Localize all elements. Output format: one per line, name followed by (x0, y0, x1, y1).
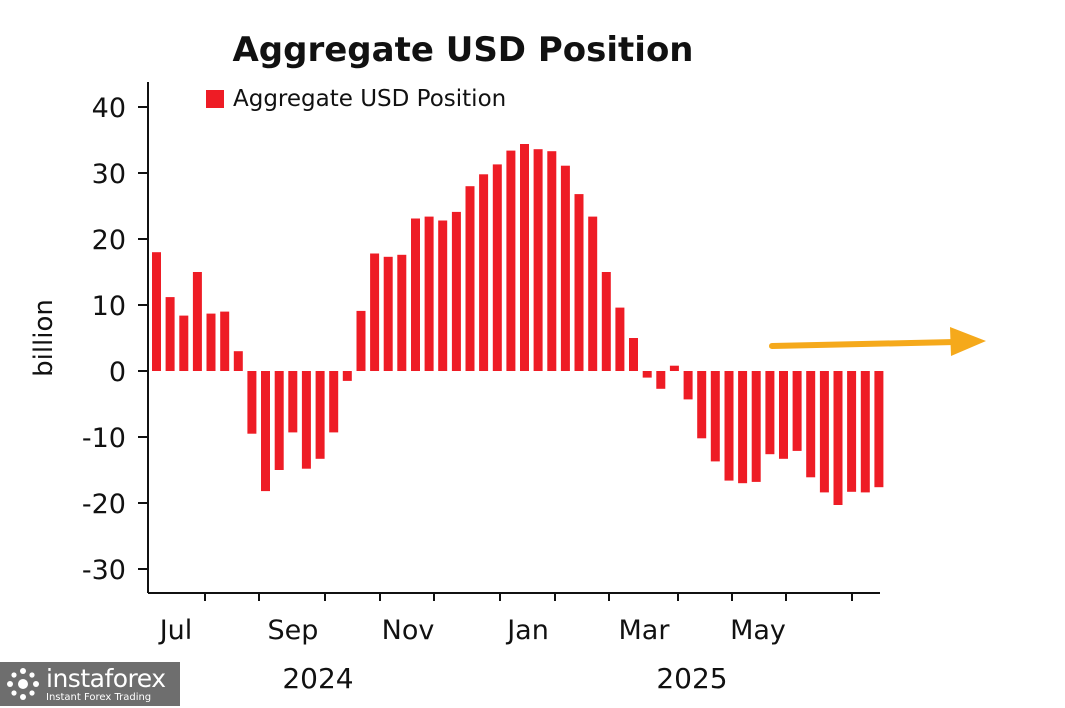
x-year-label: 2025 (656, 662, 727, 695)
y-axis: 40 30 20 10 0 -10 -20 -30 (82, 82, 149, 593)
y-axis-label: billion (29, 299, 59, 377)
y-tick-label: 30 (92, 159, 126, 190)
bar (860, 371, 870, 493)
bars (152, 144, 884, 505)
bar (492, 164, 502, 371)
trend-arrow-head (950, 327, 986, 356)
y-tick-label: -20 (82, 489, 126, 520)
bar (601, 272, 611, 371)
bar (206, 313, 216, 371)
bar (656, 371, 666, 389)
bar (847, 371, 857, 492)
bar (710, 371, 720, 462)
bar (792, 371, 802, 451)
bar (288, 371, 298, 433)
bar (220, 311, 230, 371)
bar (547, 151, 557, 371)
y-tick-label: -30 (82, 555, 126, 586)
bar (397, 254, 407, 371)
x-tick-label: Jul (158, 615, 193, 646)
bar (152, 252, 161, 371)
bar (642, 371, 652, 378)
bar (465, 186, 475, 371)
y-tick-label: 0 (109, 357, 126, 388)
legend-swatch (206, 90, 224, 108)
bar (574, 194, 584, 371)
bar (179, 315, 189, 371)
bar (356, 310, 366, 371)
bar (724, 371, 734, 481)
bar (261, 371, 270, 492)
bar (424, 216, 434, 371)
bar (751, 371, 761, 482)
legend: Aggregate USD Position (206, 86, 506, 112)
x-tick-label: Sep (268, 615, 319, 646)
bar (315, 371, 325, 459)
bar (669, 365, 679, 371)
bar (506, 150, 516, 371)
y-tick-label: 40 (92, 93, 126, 124)
bar (233, 351, 243, 371)
bar (533, 149, 543, 371)
bar (192, 272, 202, 371)
y-tick-label: 10 (92, 291, 126, 322)
bar (370, 253, 380, 371)
bar (438, 220, 448, 371)
bar (411, 218, 420, 371)
bar (520, 144, 529, 371)
bar (451, 211, 461, 371)
bar (560, 165, 570, 371)
legend-label: Aggregate USD Position (233, 86, 506, 112)
bar (479, 174, 489, 371)
x-tick-label: Jan (505, 615, 549, 646)
watermark-tagline: Instant Forex Trading (46, 691, 152, 703)
bar (765, 371, 775, 455)
bar (383, 256, 393, 371)
bar (274, 371, 284, 470)
x-tick-label: Mar (619, 615, 671, 646)
bar (342, 371, 352, 381)
bar (615, 307, 625, 371)
bar (329, 371, 339, 433)
y-tick-label: 20 (92, 225, 126, 256)
y-tick-label: -10 (82, 423, 126, 454)
x-tick-label: Nov (382, 615, 435, 646)
x-tick-label: May (730, 615, 786, 646)
trend-arrow-shaft (769, 339, 958, 349)
bar (779, 371, 788, 459)
bar (833, 371, 843, 505)
bar (683, 371, 693, 400)
instaforex-logo-icon (7, 668, 39, 700)
trend-arrow (769, 327, 986, 356)
bar (247, 371, 257, 434)
bar (301, 371, 311, 469)
bar (874, 371, 884, 488)
x-year-label: 2024 (282, 662, 353, 695)
watermark-brand: instaforex (46, 663, 166, 693)
watermark: instaforex Instant Forex Trading (0, 662, 180, 706)
bar (629, 338, 638, 371)
bar (697, 371, 707, 439)
chart-title: Aggregate USD Position (232, 30, 693, 70)
bar (165, 297, 175, 371)
bar (738, 371, 748, 484)
x-axis: Jul Sep Nov Jan Mar May 2024 2025 (148, 592, 880, 695)
bar (588, 216, 598, 371)
bar (806, 371, 816, 478)
bar (819, 371, 829, 493)
